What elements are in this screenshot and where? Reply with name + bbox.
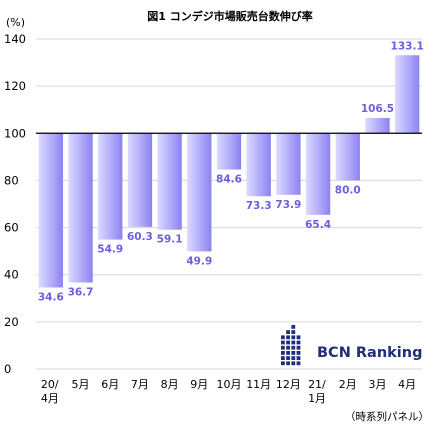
x-tick-label: 7月 [131, 378, 149, 391]
bar [216, 133, 242, 170]
logo-dot [296, 351, 301, 355]
y-tick-label: 40 [4, 268, 19, 282]
data-label: 106.5 [361, 103, 394, 115]
x-tick-label: 8月 [161, 378, 179, 391]
y-tick-label: 60 [4, 221, 19, 235]
x-tick-label: 11月 [246, 378, 271, 391]
logo-dot [281, 356, 285, 360]
bar [335, 133, 360, 181]
y-tick-label: 120 [4, 79, 26, 93]
logo-dot [296, 361, 301, 366]
logo-dot [281, 351, 285, 355]
data-label: 133.1 [391, 40, 424, 52]
x-tick-label: 3月 [368, 378, 386, 391]
bar [305, 133, 331, 215]
logo-dot [296, 335, 301, 340]
bar [127, 133, 153, 227]
x-tick-label: 2月 [339, 378, 357, 391]
bar [38, 133, 64, 288]
logo-dot [291, 335, 296, 340]
data-label: 54.9 [97, 244, 123, 256]
logo-dot [286, 361, 290, 366]
logo-dot [286, 340, 290, 345]
logo-dot [291, 356, 296, 360]
bcn-logo-mark-icon [281, 325, 301, 366]
data-label: 34.6 [38, 291, 64, 303]
data-label: 73.3 [246, 200, 272, 212]
x-tick-label: 4月 [398, 378, 416, 391]
logo-dot [281, 345, 285, 350]
logo-dot [281, 340, 285, 345]
data-label: 60.3 [127, 231, 153, 243]
bar [246, 133, 271, 197]
bar [68, 133, 93, 283]
bar [187, 133, 212, 252]
y-tick-label: 0 [4, 362, 11, 376]
logo-dot [291, 340, 296, 345]
x-tick-label: 9月 [190, 378, 208, 391]
logo-dot [291, 330, 296, 334]
gridlines [36, 38, 422, 370]
bar [98, 133, 123, 240]
logo-dot [296, 340, 301, 345]
y-axis-ticks: 0 20 40 60 80 100 120 140 [4, 32, 26, 376]
bar [276, 133, 301, 195]
data-label: 73.9 [275, 199, 301, 211]
logo-dot [296, 345, 301, 350]
logo-dot [286, 345, 290, 350]
x-tick-label: 12月 [276, 378, 301, 391]
logo-dot [281, 361, 285, 366]
bar [157, 133, 182, 230]
logo-dot [286, 356, 290, 360]
data-label: 80.0 [335, 184, 361, 196]
y-tick-label: 20 [4, 315, 19, 329]
data-label: 49.9 [186, 255, 212, 267]
data-labels: 34.6 36.7 54.9 60.3 59.149.9 84.6 73.3 73.9 65.4… [38, 40, 424, 303]
bar [394, 55, 420, 134]
x-tick-label: 20/4月 [41, 378, 59, 405]
bars [38, 55, 420, 288]
bar [365, 117, 390, 134]
y-tick-label: 80 [4, 173, 19, 187]
logo-dot [286, 351, 290, 355]
logo-dot [291, 345, 296, 350]
x-tick-label: 5月 [72, 378, 90, 391]
data-label: 65.4 [305, 219, 331, 231]
logo-dot [291, 361, 296, 366]
y-tick-label: 140 [4, 32, 26, 46]
bcn-ranking-logo: BCN Ranking [281, 325, 422, 366]
logo-dot [296, 356, 301, 360]
logo-dot [281, 335, 285, 340]
logo-dot [291, 351, 296, 355]
data-label: 84.6 [216, 174, 242, 186]
logo-dot [291, 325, 296, 329]
logo-dot [286, 335, 290, 340]
x-axis-ticks: 20/4月 5月 6月 7月 8月 9月 10月 11月 12月 21/1月 2月 3月 4月 [41, 378, 416, 405]
y-axis-unit: (%) [6, 16, 25, 29]
chart-title: 図1 コンデジ市場販売台数伸び率 [147, 9, 312, 23]
x-tick-label: 21/1月 [308, 378, 326, 405]
data-label: 59.1 [157, 234, 183, 246]
logo-dot [286, 330, 290, 334]
brand-name: BCN Ranking [317, 345, 422, 361]
y-tick-label: 100 [4, 126, 26, 140]
x-tick-label: 6月 [101, 378, 119, 391]
data-label: 36.7 [68, 286, 94, 298]
x-tick-label: 10月 [217, 378, 242, 391]
series-note: （時系列パネル） [345, 410, 429, 423]
